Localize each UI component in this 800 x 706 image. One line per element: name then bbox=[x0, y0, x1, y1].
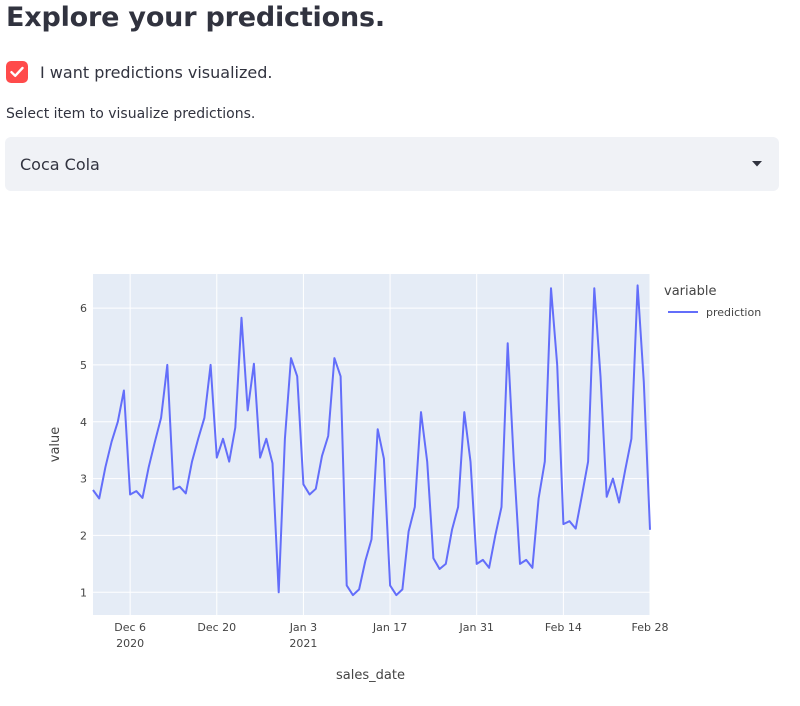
x-axis-title: sales_date bbox=[336, 668, 405, 683]
legend-item-prediction: prediction bbox=[706, 306, 761, 319]
x-tick-label: Dec 20 bbox=[197, 621, 236, 634]
predictions-checkbox[interactable]: I want predictions visualized. bbox=[6, 59, 272, 85]
x-tick-sublabel: 2020 bbox=[116, 637, 144, 650]
y-tick-label: 6 bbox=[80, 302, 87, 315]
y-tick-label: 5 bbox=[80, 359, 87, 372]
item-select[interactable]: Coca Cola bbox=[5, 137, 779, 191]
page-title: Explore your predictions. bbox=[6, 2, 385, 33]
y-tick-label: 3 bbox=[80, 473, 87, 486]
series-line-prediction bbox=[92, 284, 651, 597]
checkbox-checked-icon[interactable] bbox=[6, 61, 28, 83]
prediction-chart: 1 2 3 4 5 6 Dec 6 2020 Dec 20 Jan 3 2021 Jan 17 Jan … bbox=[0, 230, 800, 702]
checkbox-label: I want predictions visualized. bbox=[40, 62, 273, 82]
x-tick-label: Feb 28 bbox=[632, 621, 669, 634]
y-tick-label: 4 bbox=[80, 416, 87, 429]
select-label: Select item to visualize predictions. bbox=[6, 106, 256, 122]
x-tick-label: Dec 6 bbox=[114, 621, 146, 634]
caret-down-icon[interactable] bbox=[751, 160, 763, 168]
select-value: Coca Cola bbox=[20, 154, 100, 174]
x-tick-label: Feb 14 bbox=[545, 621, 582, 634]
plot-background bbox=[93, 274, 650, 615]
y-tick-label: 1 bbox=[80, 586, 87, 599]
legend-title: variable bbox=[664, 284, 716, 299]
chart-svg: 1 2 3 4 5 6 Dec 6 2020 Dec 20 Jan 3 2021 Jan 17 Jan … bbox=[48, 274, 761, 683]
x-tick-label: Jan 17 bbox=[372, 621, 407, 634]
y-tick-label: 2 bbox=[80, 529, 87, 542]
x-tick-label: Jan 31 bbox=[458, 621, 493, 634]
y-axis-title: value bbox=[48, 427, 63, 463]
x-tick-label: Jan 3 bbox=[289, 621, 317, 634]
x-tick-sublabel: 2021 bbox=[289, 637, 317, 650]
